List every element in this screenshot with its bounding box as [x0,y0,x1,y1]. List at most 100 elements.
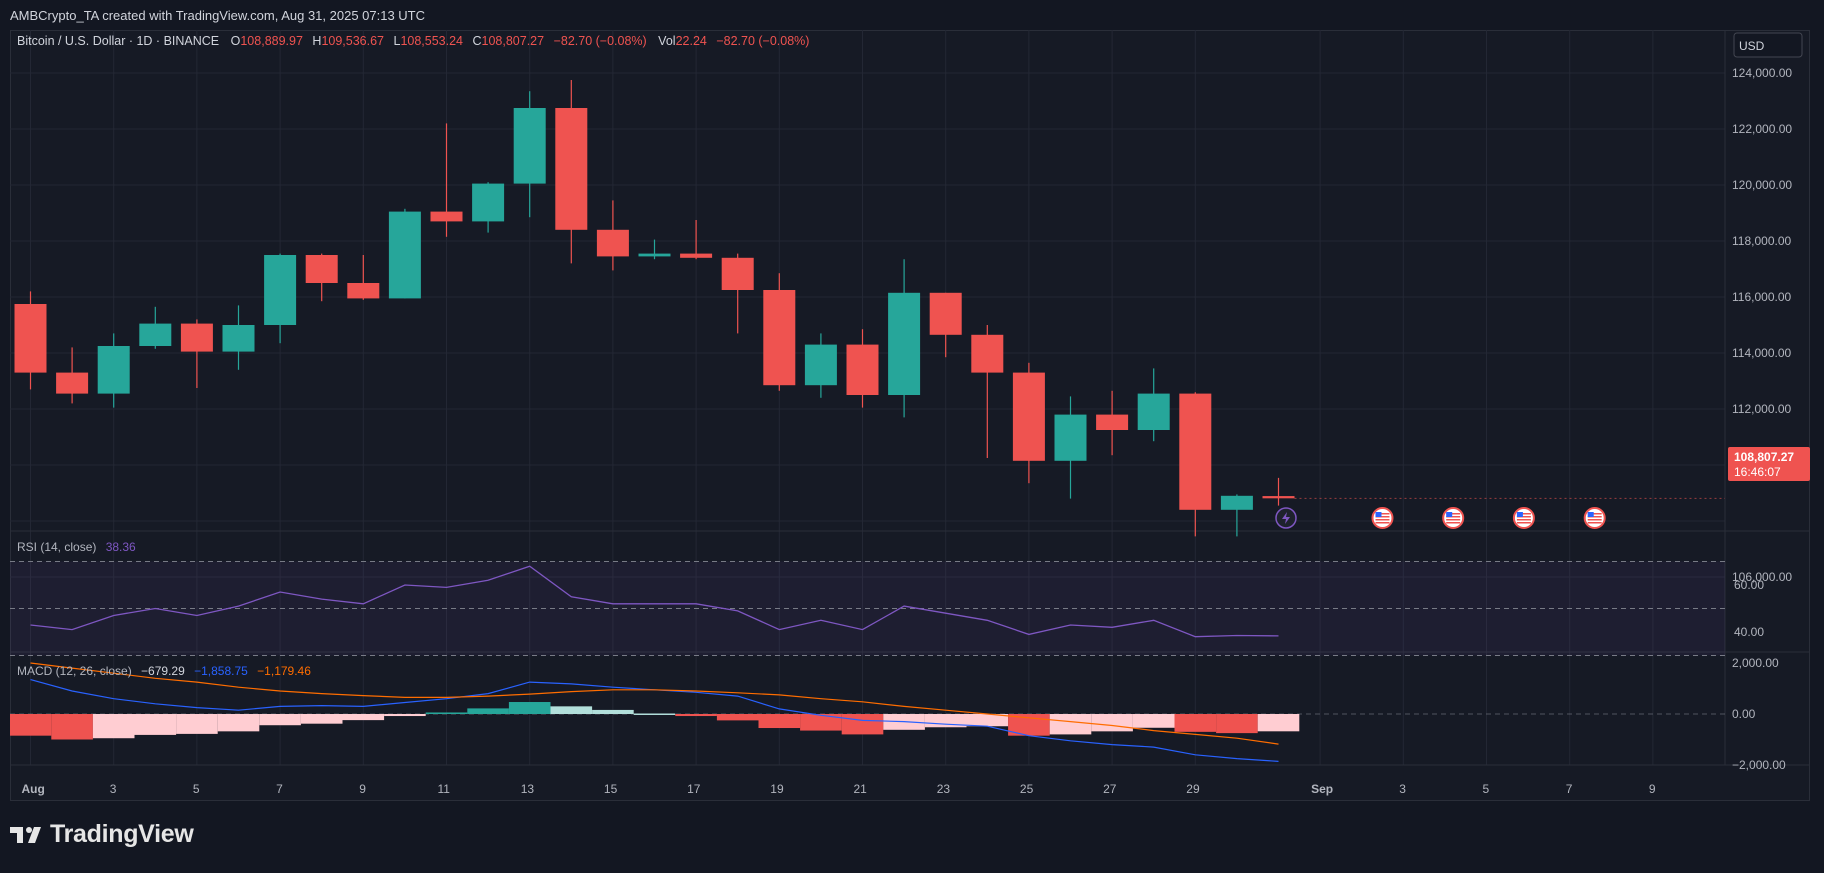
macd-histogram-bar [259,714,301,726]
macd-axis-label: −2,000.00 [1732,758,1786,772]
rsi-legend: RSI (14, close) 38.36 [17,540,136,554]
flag-canton [1446,512,1453,517]
price-axis-label: 118,000.00 [1732,234,1791,248]
candle-body [929,292,962,335]
chart-frame [10,30,1810,801]
macd-histogram-bar [134,714,177,735]
time-axis-label: 29 [1186,782,1200,796]
macd-histogram-bar [425,712,468,714]
candle-body [1220,495,1253,510]
rsi-axis-label: 40.00 [1734,625,1764,639]
flag-stripe [1516,519,1531,521]
macd-histogram-bar [10,714,52,736]
flag-stripe [1446,522,1461,524]
macd-histogram-bar [51,714,93,740]
flag-canton [1516,512,1523,517]
time-axis-label: 9 [359,782,366,796]
tradingview-brand: TradingView [50,820,194,848]
flag-stripe [1375,513,1390,515]
macd-histogram-bar [800,714,842,731]
candle-body [56,372,89,394]
candle-body [264,255,297,325]
flag-stripe [1446,513,1461,515]
candle-body [1137,393,1170,430]
time-axis-label: 5 [193,782,200,796]
candle-body [222,325,255,352]
currency-button[interactable] [1733,32,1803,58]
candle-body [388,211,421,299]
us-flag-icon[interactable] [1442,507,1465,529]
flag-stripe [1587,513,1602,515]
last-price-tag [1728,447,1810,481]
macd-histogram-bar [550,706,593,714]
flag-stripe [1375,516,1390,518]
macd-histogram-bar [966,714,1009,727]
macd-signal-line [30,662,1279,745]
macd-axis-label: 0.00 [1732,707,1756,721]
price-axis-label: 116,000.00 [1732,290,1791,304]
tradingview-logo-icon [10,825,44,845]
macd-histogram-bar [716,714,759,721]
candle-body [763,290,796,386]
flag-stripe [1446,516,1461,518]
time-axis-label: 13 [521,782,535,796]
rsi-axis-label: 60.00 [1734,578,1764,592]
macd-histogram-bar [92,714,135,739]
macd-histogram-bar [508,702,551,714]
time-axis-label: Sep [1311,782,1333,796]
time-axis-label: 11 [438,782,451,796]
flag-canton [1375,512,1382,517]
macd-histogram-bar [217,714,260,732]
last-price-countdown: 16:46:07 [1734,465,1781,479]
macd-histogram-bar [1132,714,1175,728]
candle-body [846,344,879,395]
time-axis-label: 3 [110,782,117,796]
candle-body [347,283,380,299]
us-flag-icon[interactable] [1371,507,1394,529]
flag-circle [1371,507,1394,529]
macd-histogram-bar [176,714,218,734]
time-axis-label: 9 [1649,782,1656,796]
time-axis-label: 15 [604,782,618,796]
candle-body [1179,393,1212,510]
flag-circle [1512,507,1535,529]
flag-circle [1442,507,1465,529]
candle-body [1054,414,1087,461]
price-axis-label: 120,000.00 [1732,178,1792,192]
macd-legend: MACD (12, 26, close) −679.29 −1,858.75 −… [17,664,311,678]
time-axis-label: 25 [1020,782,1034,796]
candle-body [721,257,754,290]
time-axis-label: 21 [854,782,868,796]
macd-histogram-bar [384,714,426,717]
macd-histogram-bar [758,714,801,729]
flash-icon[interactable] [1275,507,1297,529]
us-flag-icon[interactable] [1512,507,1535,529]
chart-area[interactable]: 124,000.00 122,000.00 120,000.00 118,000.00… [10,30,1810,801]
candle-body [97,346,130,394]
macd-histogram-bar [1008,714,1050,736]
macd-histogram-bar [841,714,884,735]
time-axis-label: 27 [1103,782,1117,796]
macd-histogram-bar [592,709,634,714]
macd-histogram-bar [1257,714,1300,732]
time-axis-label: 7 [1566,782,1573,796]
flag-stripe [1516,522,1531,524]
candle-body [680,253,713,258]
macd-histogram-bar [1049,714,1092,735]
time-axis-label: Aug [22,782,45,796]
candle-body [180,323,213,352]
macd-axis-label: 2,000.00 [1732,656,1779,670]
flag-stripe [1587,519,1602,521]
flag-stripe [1516,513,1531,515]
candle-body [14,304,47,373]
flag-stripe [1375,522,1390,524]
candle-body [305,255,338,283]
macd-histogram-bar [675,714,717,717]
last-price-value: 108,807.27 [1734,450,1794,464]
candle-body [430,211,463,222]
macd-histogram-bar [1216,714,1258,734]
candle-body [888,292,921,395]
price-axis-label: 124,000.00 [1732,66,1792,80]
time-axis-label: 17 [687,782,701,796]
us-flag-icon[interactable] [1583,507,1606,529]
